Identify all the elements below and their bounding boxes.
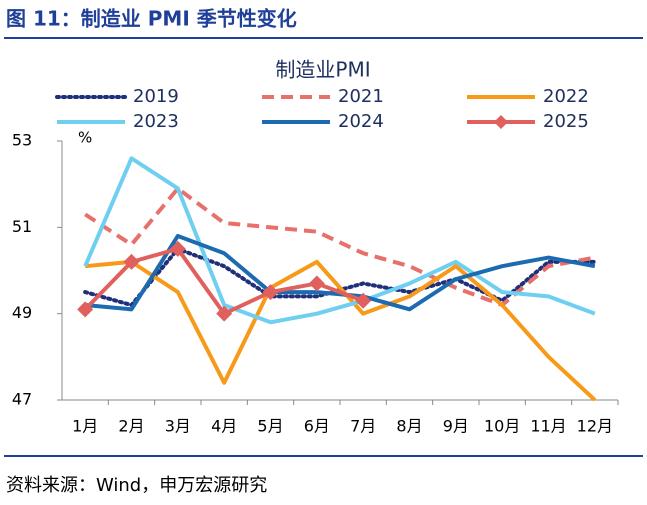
legend-label: 2025 — [543, 111, 589, 132]
series-marker — [216, 305, 233, 322]
series-marker — [355, 292, 372, 309]
legend-label: 2019 — [133, 86, 179, 107]
series-line — [84, 186, 596, 308]
x-tick-label: 5月 — [257, 417, 283, 436]
series-line — [84, 233, 596, 312]
y-tick-label: 51 — [12, 217, 32, 236]
legend-marker — [494, 115, 508, 129]
legend-label: 2021 — [338, 86, 384, 107]
x-tick-label: 8月 — [396, 417, 422, 436]
x-tick-label: 4月 — [211, 417, 237, 436]
y-tick-label: 53 — [12, 131, 32, 150]
legend-label: 2022 — [543, 86, 589, 107]
x-tick-label: 3月 — [165, 417, 191, 436]
y-tick-label: 49 — [12, 303, 32, 322]
source: 资料来源：Wind，申万宏源研究 — [6, 475, 267, 496]
series-marker — [308, 275, 325, 292]
x-tick-label: 11月 — [530, 417, 566, 436]
x-tick-label: 9月 — [443, 417, 469, 436]
y-tick-label: 47 — [12, 390, 32, 409]
series-marker — [123, 253, 140, 270]
x-tick-label: 7月 — [350, 417, 376, 436]
x-tick-label: 10月 — [484, 417, 520, 436]
y-unit: % — [78, 129, 92, 147]
series-line — [83, 156, 596, 325]
x-tick-label: 1月 — [72, 417, 98, 436]
series-line — [84, 259, 597, 402]
legend-label: 2024 — [338, 111, 384, 132]
x-tick-label: 2月 — [118, 417, 144, 436]
x-tick-label: 12月 — [577, 417, 613, 436]
figure-title: 图 11：制造业 PMI 季节性变化 — [6, 7, 297, 31]
chart-title: 制造业PMI — [275, 58, 370, 82]
series-marker — [77, 301, 94, 318]
series-marker — [262, 284, 279, 301]
series-marker — [169, 240, 186, 257]
x-tick-label: 6月 — [304, 417, 330, 436]
series-line — [83, 246, 597, 308]
legend-label: 2023 — [133, 111, 179, 132]
